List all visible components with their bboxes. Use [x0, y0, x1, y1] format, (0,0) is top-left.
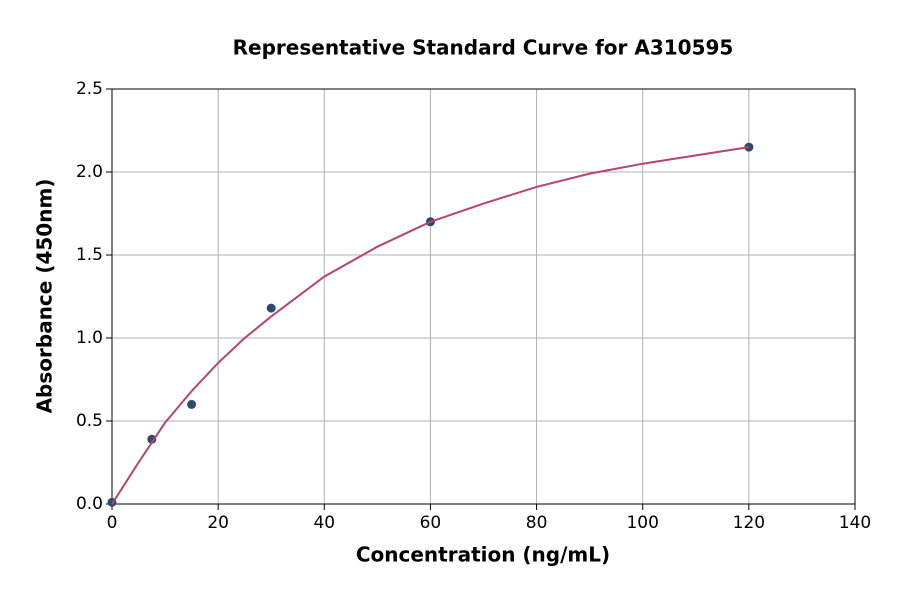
fit-curve: [111, 146, 750, 505]
x-tick-label: 40: [313, 513, 335, 533]
x-tick-label: 100: [626, 513, 658, 533]
y-tick-label: 2.5: [76, 79, 103, 99]
x-axis-label: Concentration (ng/mL): [356, 543, 610, 567]
y-tick-label: 2.0: [76, 162, 103, 182]
x-tick-label: 60: [420, 513, 442, 533]
y-axis-label: Absorbance (450nm): [33, 179, 57, 414]
x-tick-label: 140: [839, 513, 871, 533]
x-tick-label: 80: [526, 513, 548, 533]
x-tick-label: 120: [733, 513, 765, 533]
data-point: [147, 434, 157, 444]
y-tick-label: 0.0: [76, 494, 103, 514]
y-tick-label: 1.5: [76, 245, 103, 265]
y-tick-label: 1.0: [76, 328, 103, 348]
data-point: [187, 399, 197, 409]
y-tick-label: 0.5: [76, 411, 103, 431]
chart-title: Representative Standard Curve for A31059…: [233, 36, 734, 60]
plot-frame: [111, 88, 856, 505]
x-tick-label: 20: [207, 513, 229, 533]
data-point: [266, 303, 276, 313]
x-tick-label: 0: [107, 513, 118, 533]
